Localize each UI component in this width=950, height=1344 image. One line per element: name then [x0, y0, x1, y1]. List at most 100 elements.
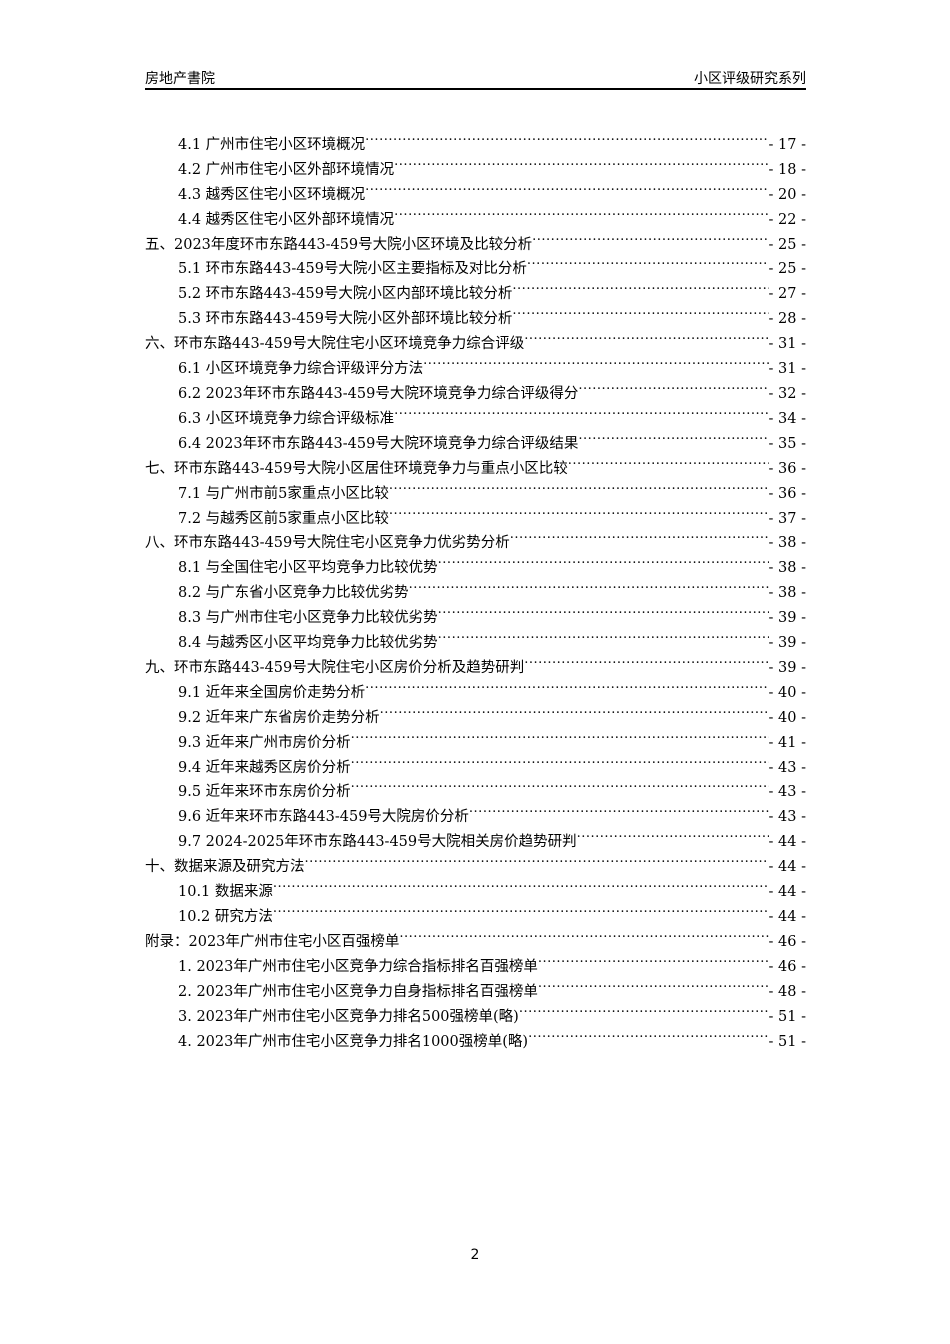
dot-leader	[512, 298, 768, 323]
toc-entry-title: 10.1 数据来源	[178, 884, 273, 901]
dot-leader	[305, 846, 769, 871]
toc-entry-page: - 38 -	[768, 535, 806, 552]
dot-leader	[524, 323, 768, 348]
toc-entry[interactable]: 五、2023年度环市东路443-459号大院小区环境及比较分析 - 25 -	[145, 224, 806, 253]
toc-entry-title: 8.3 与广州市住宅小区竞争力比较优劣势	[178, 610, 438, 627]
toc-entry-title: 9.1 近年来全国房价走势分析	[178, 684, 366, 701]
toc-entry[interactable]: 10.1 数据来源 - 44 -	[145, 871, 806, 900]
toc-entry[interactable]: 8.1 与全国住宅小区平均竞争力比较优势 - 38 -	[145, 547, 806, 576]
toc-entry-page: - 51 -	[768, 1008, 806, 1025]
toc-entry[interactable]: 5.1 环市东路443-459号大院小区主要指标及对比分析 - 25 -	[145, 249, 806, 277]
toc-entry-title: 十、数据来源及研究方法	[145, 859, 305, 876]
toc-entry-title: 6.4 2023年环市东路443-459号大院环境竞争力综合评级结果	[178, 435, 579, 452]
dot-leader	[577, 821, 769, 846]
toc-entry-title: 9.3 近年来广州市房价分析	[178, 734, 351, 751]
toc-entry-title: 4.1 广州市住宅小区环境概况	[178, 136, 366, 153]
dot-leader	[365, 124, 768, 149]
toc-entry-title: 9.2 近年来广东省房价走势分析	[178, 709, 380, 726]
toc-entry[interactable]: 9.1 近年来全国房价走势分析 - 40 -	[145, 672, 806, 701]
toc-entry[interactable]: 4.4 越秀区住宅小区外部环境情况 - 22 -	[145, 199, 806, 228]
toc-entry-title: 5.2 环市东路443-459号大院小区内部环境比较分析	[178, 286, 513, 303]
toc-entry-page: - 22 -	[768, 211, 806, 228]
toc-entry-title: 6.1 小区环境竞争力综合评级评分方法	[178, 361, 424, 378]
header-right: 小区评级研究系列	[694, 71, 806, 87]
toc-entry-page: - 35 -	[768, 435, 806, 452]
toc-entry-page: - 43 -	[768, 759, 806, 776]
toc-entry-title: 5.1 环市东路443-459号大院小区主要指标及对比分析	[178, 261, 527, 278]
toc-entry-page: - 38 -	[768, 585, 806, 602]
toc-entry[interactable]: 9.2 近年来广东省房价走势分析 - 40 -	[145, 697, 806, 726]
dot-leader	[365, 672, 768, 697]
toc-entry[interactable]: 9.5 近年来环市东房价分析 - 43 -	[145, 772, 806, 800]
toc-entry-page: - 25 -	[768, 261, 806, 278]
dot-leader	[351, 747, 769, 772]
toc-entry[interactable]: 6.4 2023年环市东路443-459号大院环境竞争力综合评级结果 - 35 -	[145, 423, 806, 452]
toc-entry-page: - 34 -	[768, 410, 806, 427]
toc-entry-page: - 43 -	[768, 784, 806, 801]
toc-entry-title: 2. 2023年广州市住宅小区竞争力自身指标排名百强榜单	[178, 983, 538, 1000]
toc-entry-title: 附录：2023年广州市住宅小区百强榜单	[145, 933, 400, 950]
toc-entry[interactable]: 9.3 近年来广州市房价分析 - 41 -	[145, 722, 806, 751]
toc-entry-page: - 46 -	[768, 958, 806, 975]
toc-entry[interactable]: 4.1 广州市住宅小区环境概况 - 17 -	[145, 124, 806, 153]
dot-leader	[519, 996, 769, 1021]
toc-entry[interactable]: 4.2 广州市住宅小区外部环境情况 - 18 -	[145, 149, 806, 178]
toc-entry-page: - 36 -	[768, 485, 806, 502]
dot-leader	[512, 273, 768, 298]
dot-leader	[528, 1021, 768, 1046]
toc-entry[interactable]: 6.3 小区环境竞争力综合评级标准 - 34 -	[145, 398, 806, 427]
dot-leader	[389, 473, 769, 498]
toc-entry[interactable]: 5.3 环市东路443-459号大院小区外部环境比较分析 - 28 -	[145, 298, 806, 327]
toc-entry-page: - 44 -	[768, 909, 806, 925]
toc-entry[interactable]: 2. 2023年广州市住宅小区竞争力自身指标排名百强榜单 - 48 -	[145, 971, 806, 1000]
dot-leader	[438, 547, 769, 572]
dot-leader	[423, 348, 768, 373]
dot-leader	[532, 224, 768, 249]
dot-leader	[273, 871, 769, 896]
dot-leader	[469, 796, 769, 821]
toc-entry[interactable]: 9.4 近年来越秀区房价分析 - 43 -	[145, 747, 806, 776]
toc-entry-title: 9.4 近年来越秀区房价分析	[178, 759, 351, 776]
dot-leader	[399, 921, 768, 946]
toc-entry-page: - 38 -	[768, 560, 806, 577]
toc-entry[interactable]: 4. 2023年广州市住宅小区竞争力排名1000强榜单(略) - 51 -	[145, 1021, 806, 1050]
toc-entry[interactable]: 8.4 与越秀区小区平均竞争力比较优劣势 - 39 -	[145, 622, 806, 651]
toc-entry-title: 10.2 研究方法	[178, 909, 273, 925]
toc-entry[interactable]: 4.3 越秀区住宅小区环境概况 - 20 -	[145, 174, 806, 203]
toc-entry[interactable]: 5.2 环市东路443-459号大院小区内部环境比较分析 - 27 -	[145, 273, 806, 302]
toc-entry-title: 8.4 与越秀区小区平均竞争力比较优劣势	[178, 635, 438, 652]
dot-leader	[524, 647, 768, 672]
toc-entry[interactable]: 1. 2023年广州市住宅小区竞争力综合指标排名百强榜单 - 46 -	[145, 946, 806, 975]
dot-leader	[351, 772, 769, 797]
toc-entry-page: - 39 -	[768, 610, 806, 627]
toc-entry-page: - 40 -	[768, 709, 806, 726]
toc-entry-page: - 39 -	[768, 659, 806, 676]
toc-entry[interactable]: 附录：2023年广州市住宅小区百强榜单 - 46 -	[145, 921, 806, 950]
toc-entry-page: - 36 -	[768, 460, 806, 477]
toc-entry-page: - 18 -	[768, 161, 806, 178]
toc-entry-page: - 20 -	[768, 186, 806, 203]
toc-entry-title: 4.2 广州市住宅小区外部环境情况	[178, 161, 395, 178]
toc-entry-title: 6.3 小区环境竞争力综合评级标准	[178, 410, 395, 427]
toc-entry[interactable]: 8.3 与广州市住宅小区竞争力比较优劣势 - 39 -	[145, 597, 806, 626]
page-header: 房地产書院 小区评级研究系列	[145, 66, 806, 90]
toc-entry-page: - 32 -	[768, 385, 806, 402]
toc-entry[interactable]: 7.2 与越秀区前5家重点小区比较 - 37 -	[145, 498, 806, 526]
toc-entry[interactable]: 6.1 小区环境竞争力综合评级评分方法 - 31 -	[145, 348, 806, 377]
toc-entry-page: - 44 -	[768, 884, 806, 901]
toc-entry[interactable]: 7.1 与广州市前5家重点小区比较 - 36 -	[145, 473, 806, 502]
toc-entry[interactable]: 十、数据来源及研究方法 - 44 -	[145, 846, 806, 875]
toc-entry-title: 3. 2023年广州市住宅小区竞争力排名500强榜单(略)	[178, 1008, 519, 1025]
toc-entry[interactable]: 10.2 研究方法 - 44 -	[145, 896, 806, 925]
toc-entry-page: - 17 -	[768, 136, 806, 153]
dot-leader	[380, 697, 769, 722]
dot-leader	[409, 572, 769, 597]
toc-entry[interactable]: 3. 2023年广州市住宅小区竞争力排名500强榜单(略) - 51 -	[145, 996, 806, 1025]
dot-leader	[538, 971, 769, 996]
toc-entry[interactable]: 八、环市东路443-459号大院住宅小区竞争力优劣势分析 - 38 -	[145, 523, 806, 551]
toc-entry[interactable]: 9.6 近年来环市东路443-459号大院房价分析 - 43 -	[145, 796, 806, 825]
dot-leader	[394, 199, 768, 224]
toc-entry[interactable]: 8.2 与广东省小区竞争力比较优劣势 - 38 -	[145, 572, 806, 601]
toc-entry-title: 八、环市东路443-459号大院住宅小区竞争力优劣势分析	[145, 535, 510, 552]
toc-entry-title: 4.4 越秀区住宅小区外部环境情况	[178, 211, 395, 228]
